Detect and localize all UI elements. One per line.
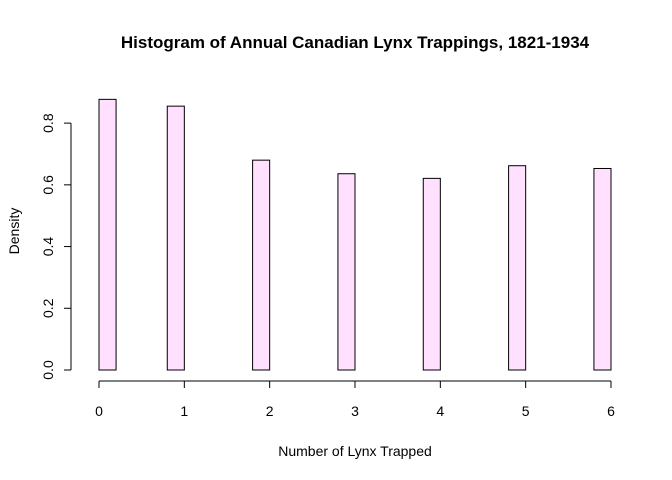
histogram-bar-2 bbox=[252, 159, 271, 371]
y-tick-label-1: 0.2 bbox=[40, 298, 56, 318]
y-tick-label-2: 0.4 bbox=[40, 237, 56, 257]
histogram-bar-1 bbox=[166, 105, 185, 371]
y-tick-label-4: 0.8 bbox=[40, 113, 56, 133]
y-tick-label-0: 0.0 bbox=[40, 360, 56, 380]
histogram-bar-5 bbox=[508, 165, 527, 371]
y-axis: 0.0 0.2 0.4 0.6 0.8 bbox=[40, 113, 72, 380]
y-tick-label-3: 0.6 bbox=[40, 175, 56, 195]
x-tick-label-0: 0 bbox=[95, 403, 103, 419]
x-tick-label-5: 5 bbox=[522, 403, 530, 419]
x-tick-label-2: 2 bbox=[266, 403, 274, 419]
histogram-bar-4 bbox=[422, 177, 441, 371]
x-axis-label: Number of Lynx Trapped bbox=[278, 443, 432, 459]
histogram-bar-0 bbox=[98, 98, 117, 371]
y-axis-label: Density bbox=[6, 208, 22, 255]
x-axis: 0 1 2 3 4 5 6 bbox=[95, 380, 615, 419]
x-tick-label-6: 6 bbox=[607, 403, 615, 419]
histogram-bar-3 bbox=[337, 173, 356, 371]
x-tick-label-4: 4 bbox=[436, 403, 444, 419]
x-tick-label-3: 3 bbox=[351, 403, 359, 419]
x-tick-label-1: 1 bbox=[180, 403, 188, 419]
histogram-bar-6 bbox=[593, 167, 612, 371]
chart-title: Histogram of Annual Canadian Lynx Trappi… bbox=[121, 33, 590, 52]
bars-group bbox=[98, 98, 612, 371]
